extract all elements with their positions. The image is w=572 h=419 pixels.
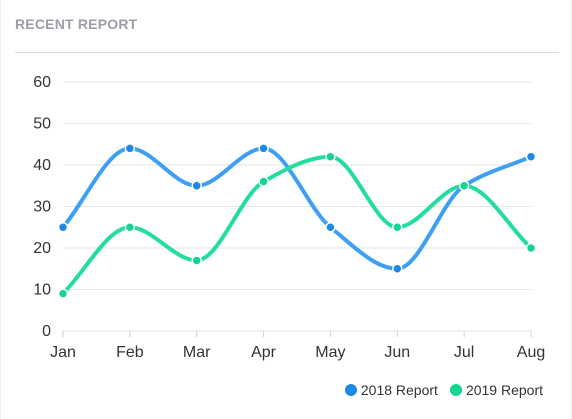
data-point-2018-aug[interactable]: [525, 151, 537, 162]
chart-legend: 2018 Report 2019 Report: [344, 382, 543, 398]
data-point-2018-mar[interactable]: [191, 180, 202, 191]
data-point-2019-apr[interactable]: [258, 176, 269, 187]
data-point-2019-mar[interactable]: [191, 255, 202, 266]
data-point-2019-jan[interactable]: [57, 288, 69, 299]
y-tick-label: 0: [42, 323, 51, 340]
y-tick-label: 40: [33, 157, 51, 174]
legend-dot-2018: [344, 384, 357, 396]
legend-label-2018: 2018 Report: [360, 382, 438, 398]
x-tick-label: Mar: [183, 344, 211, 361]
data-point-2019-jul[interactable]: [458, 180, 470, 191]
data-point-2019-jun[interactable]: [392, 222, 403, 233]
data-point-2019-aug[interactable]: [525, 242, 537, 254]
y-tick-label: 60: [33, 74, 51, 91]
x-tick-label: Jun: [384, 344, 410, 361]
legend-label-2019: 2019 Report: [465, 382, 543, 398]
data-point-2018-feb[interactable]: [124, 143, 136, 154]
y-tick-label: 20: [33, 240, 51, 257]
legend-dot-2019: [449, 384, 462, 396]
data-point-2018-jun[interactable]: [392, 263, 403, 274]
legend-item-2018[interactable]: 2018 Report: [344, 382, 438, 398]
data-point-2019-may[interactable]: [325, 151, 336, 162]
y-tick-label: 10: [33, 282, 51, 299]
x-tick-label: Feb: [116, 344, 144, 361]
data-point-2018-apr[interactable]: [258, 143, 269, 154]
data-point-2018-may[interactable]: [325, 222, 336, 233]
card-title: RECENT REPORT: [15, 16, 138, 32]
legend-item-2019[interactable]: 2019 Report: [449, 382, 543, 398]
x-tick-label: Aug: [517, 344, 545, 361]
data-point-2018-jan[interactable]: [57, 222, 69, 233]
data-point-2019-feb[interactable]: [124, 222, 136, 233]
x-tick-label: Apr: [251, 344, 277, 361]
x-tick-label: Jul: [454, 344, 474, 361]
x-tick-label: Jan: [50, 344, 76, 361]
title-divider: [15, 52, 559, 53]
x-tick-label: May: [315, 344, 345, 361]
y-tick-label: 50: [33, 116, 51, 133]
y-tick-label: 30: [33, 199, 51, 216]
